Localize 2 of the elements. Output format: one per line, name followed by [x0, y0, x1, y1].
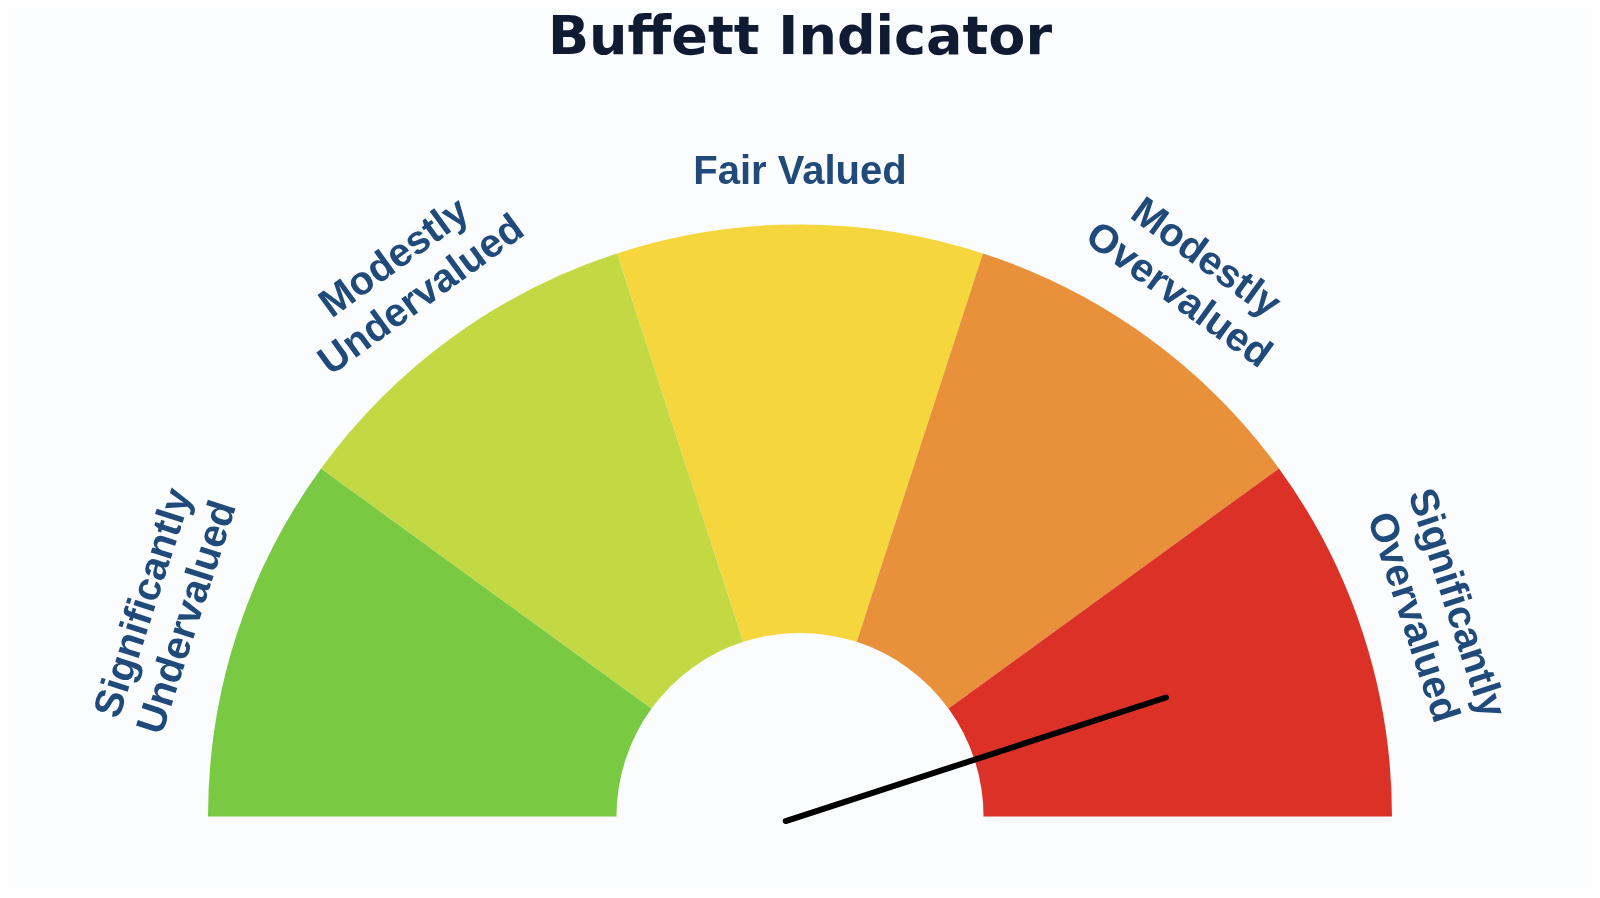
slice-label: Fair Valued [693, 148, 907, 193]
chart-title: Buffett Indicator [547, 4, 1053, 68]
